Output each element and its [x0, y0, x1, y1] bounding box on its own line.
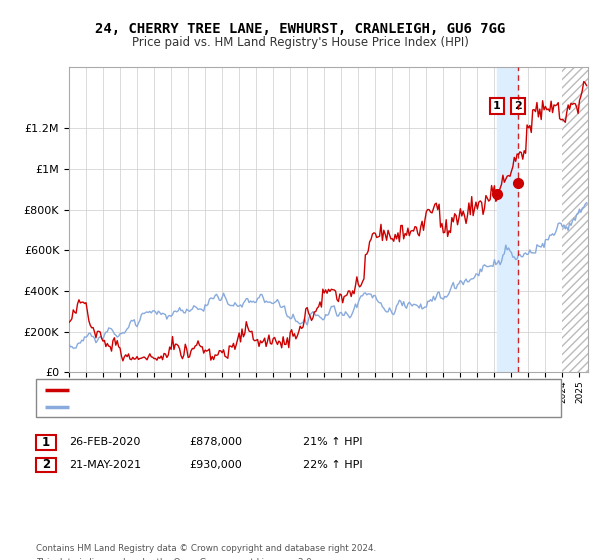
Text: HPI: Average price, detached house, Waverley: HPI: Average price, detached house, Wave…: [73, 402, 304, 412]
Bar: [562, 67, 588, 372]
Text: £878,000: £878,000: [189, 437, 242, 447]
Text: 21% ↑ HPI: 21% ↑ HPI: [303, 437, 362, 447]
Text: Price paid vs. HM Land Registry's House Price Index (HPI): Price paid vs. HM Land Registry's House …: [131, 36, 469, 49]
Text: 1: 1: [42, 436, 50, 449]
Text: 26-FEB-2020: 26-FEB-2020: [69, 437, 140, 447]
Text: 24, CHERRY TREE LANE, EWHURST, CRANLEIGH, GU6 7GG: 24, CHERRY TREE LANE, EWHURST, CRANLEIGH…: [95, 22, 505, 36]
Bar: [497, 67, 518, 372]
Text: 2: 2: [42, 458, 50, 472]
Bar: [562, 67, 588, 372]
Text: Contains HM Land Registry data © Crown copyright and database right 2024.
This d: Contains HM Land Registry data © Crown c…: [36, 544, 376, 560]
Text: £930,000: £930,000: [189, 460, 242, 470]
Text: 1: 1: [493, 101, 501, 111]
Text: 21-MAY-2021: 21-MAY-2021: [69, 460, 141, 470]
Text: 2: 2: [514, 101, 522, 111]
Text: 22% ↑ HPI: 22% ↑ HPI: [303, 460, 362, 470]
Text: 24, CHERRY TREE LANE, EWHURST, CRANLEIGH, GU6 7GG (detached house): 24, CHERRY TREE LANE, EWHURST, CRANLEIGH…: [73, 385, 454, 395]
